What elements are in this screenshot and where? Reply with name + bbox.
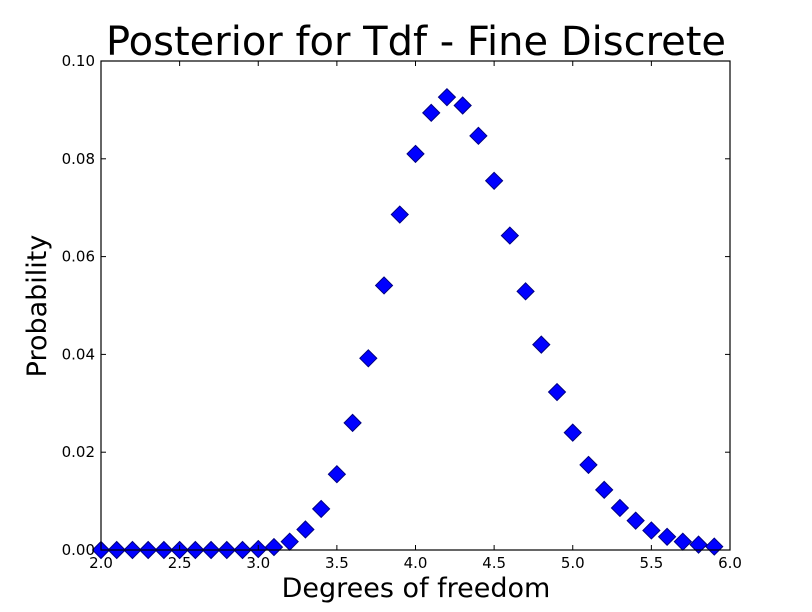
- data-point: [296, 520, 315, 539]
- chart-title: Posterior for Tdf - Fine Discrete: [106, 19, 726, 65]
- data-point: [390, 205, 409, 224]
- data-point: [657, 527, 677, 547]
- x-tick-label: 2.5: [168, 554, 192, 572]
- y-axis-label: Probability: [22, 235, 53, 378]
- data-point: [437, 87, 457, 107]
- data-point: [280, 532, 299, 551]
- data-point: [705, 537, 724, 556]
- data-point: [327, 464, 347, 484]
- data-point: [516, 282, 535, 301]
- y-tick-label: 0.04: [62, 345, 95, 363]
- data-point: [469, 126, 488, 146]
- y-tick-label: 0.08: [62, 150, 95, 168]
- data-point: [673, 532, 693, 551]
- data-point: [453, 96, 472, 115]
- x-tick-label: 2.0: [89, 554, 113, 572]
- data-point: [547, 382, 567, 402]
- data-point: [594, 480, 614, 500]
- x-axis-label: Degrees of freedom: [282, 573, 551, 604]
- x-tick-label: 5.0: [561, 554, 585, 572]
- x-tick-label: 4.5: [482, 554, 506, 572]
- y-tick-label: 0.00: [62, 541, 95, 559]
- data-point: [406, 144, 425, 164]
- x-tick-label: 3.5: [325, 554, 349, 572]
- data-point: [579, 455, 598, 475]
- data-point: [532, 335, 551, 354]
- data-point: [689, 535, 708, 554]
- data-point: [500, 226, 520, 245]
- data-point: [484, 171, 504, 191]
- y-axis: 0.00 0.02 0.04 0.06 0.08 0.10: [62, 52, 730, 559]
- x-tick-label: 6.0: [718, 554, 742, 572]
- data-point: [374, 276, 394, 295]
- data-point: [626, 511, 645, 530]
- plot-frame: [100, 60, 731, 551]
- data-point: [359, 349, 378, 368]
- data-point: [311, 499, 331, 519]
- data-point: [264, 537, 284, 557]
- data-point: [642, 521, 661, 540]
- data-point: [422, 103, 441, 123]
- data-markers: [91, 87, 724, 560]
- x-tick-label: 3.0: [246, 554, 270, 572]
- x-tick-label: 5.5: [639, 554, 663, 572]
- data-point: [343, 413, 362, 433]
- y-tick-label: 0.10: [62, 52, 95, 70]
- data-point: [610, 498, 630, 518]
- x-tick-label: 4.0: [404, 554, 428, 572]
- x-axis: 2.0 2.5 3.0 3.5 4.0 4.5 5.0 5.5 6.0: [89, 61, 742, 572]
- y-tick-label: 0.02: [62, 443, 95, 461]
- y-tick-label: 0.06: [62, 248, 95, 266]
- data-point: [563, 423, 582, 442]
